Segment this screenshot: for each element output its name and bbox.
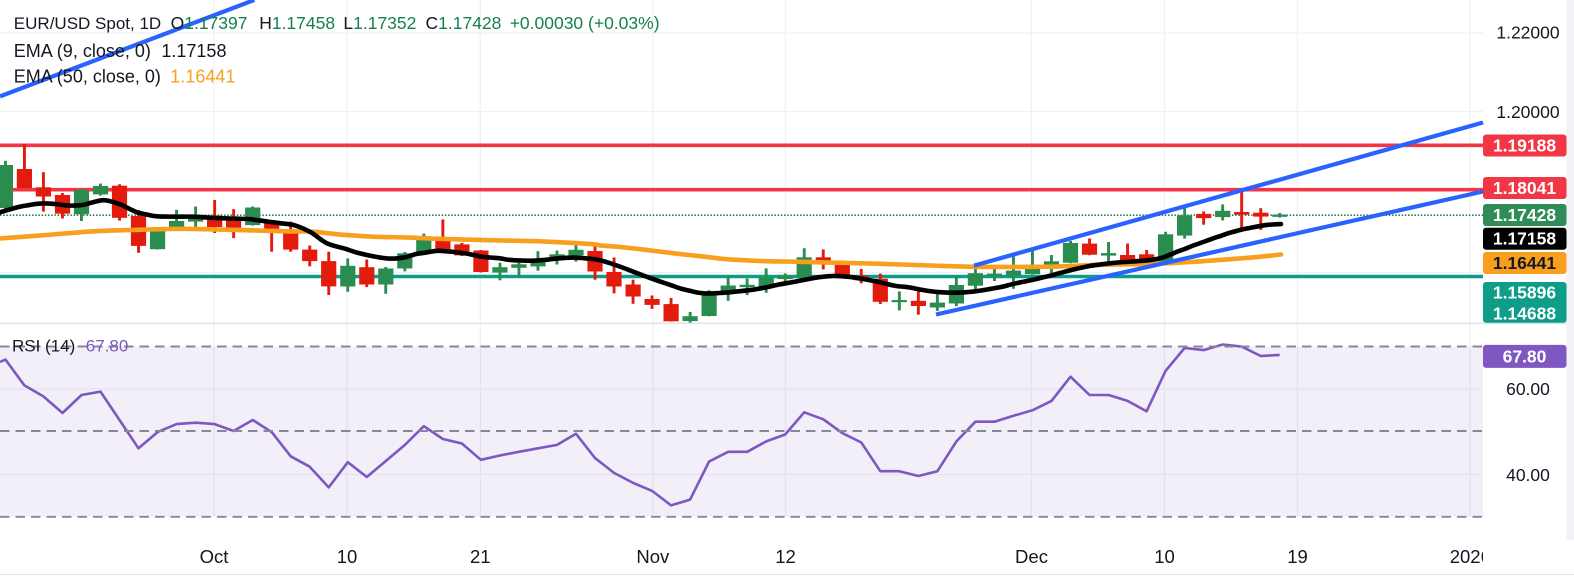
svg-text:O1.17397: O1.17397 bbox=[171, 13, 248, 33]
svg-text:67.80: 67.80 bbox=[1503, 346, 1547, 366]
svg-text:19: 19 bbox=[1287, 546, 1308, 567]
svg-text:Dec: Dec bbox=[1015, 546, 1048, 567]
svg-text:10: 10 bbox=[1154, 546, 1175, 567]
svg-text:1.14688: 1.14688 bbox=[1493, 304, 1557, 324]
svg-text:C1.17428: C1.17428 bbox=[426, 13, 502, 33]
svg-text:60.00: 60.00 bbox=[1506, 379, 1550, 399]
svg-text:1.22000: 1.22000 bbox=[1496, 23, 1560, 43]
svg-text:Oct: Oct bbox=[200, 546, 229, 567]
svg-text:21: 21 bbox=[470, 546, 491, 567]
svg-text:1.19188: 1.19188 bbox=[1493, 136, 1557, 156]
svg-text:EMA (9, close, 0): EMA (9, close, 0) bbox=[14, 41, 151, 61]
svg-text:2026: 2026 bbox=[1450, 546, 1491, 567]
svg-text:1.16441: 1.16441 bbox=[1493, 253, 1557, 273]
svg-text:10: 10 bbox=[337, 546, 358, 567]
svg-text:L1.17352: L1.17352 bbox=[343, 13, 416, 33]
svg-text:Nov: Nov bbox=[636, 546, 670, 567]
svg-text:RSI (14): RSI (14) bbox=[12, 337, 75, 356]
svg-text:40.00: 40.00 bbox=[1506, 465, 1550, 485]
svg-text:1.17158: 1.17158 bbox=[161, 41, 226, 61]
svg-text:EUR/USD Spot, 1D: EUR/USD Spot, 1D bbox=[14, 14, 161, 33]
svg-text:1.17158: 1.17158 bbox=[1493, 229, 1557, 249]
svg-text:1.17428: 1.17428 bbox=[1493, 205, 1557, 225]
svg-text:EMA (50, close, 0): EMA (50, close, 0) bbox=[14, 67, 161, 87]
svg-text:+0.00030 (+0.03%): +0.00030 (+0.03%) bbox=[510, 13, 660, 33]
svg-text:H1.17458: H1.17458 bbox=[259, 13, 335, 33]
svg-text:1.18041: 1.18041 bbox=[1493, 178, 1557, 198]
svg-text:1.20000: 1.20000 bbox=[1496, 102, 1560, 122]
svg-text:67.80: 67.80 bbox=[86, 337, 129, 356]
svg-text:1.15896: 1.15896 bbox=[1493, 283, 1557, 303]
svg-text:1.16441: 1.16441 bbox=[170, 67, 235, 87]
svg-text:12: 12 bbox=[775, 546, 796, 567]
